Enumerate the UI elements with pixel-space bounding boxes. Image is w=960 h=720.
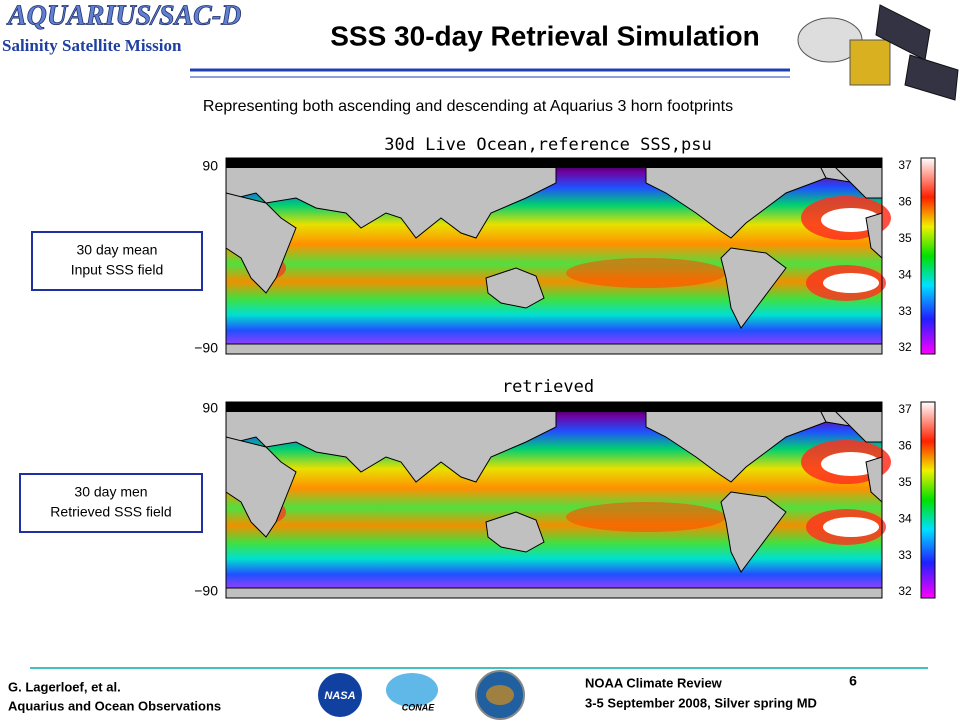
emblem-logo [475, 670, 525, 720]
colorbar [920, 401, 936, 599]
panel-title: 30d Live Ocean,reference SSS,psu [384, 135, 712, 155]
page-number: 6 [849, 673, 857, 689]
colorbar-tick-label: 35 [898, 475, 912, 489]
colorbar-tick-label: 32 [898, 340, 912, 354]
note-box [19, 473, 203, 533]
note: 30 day mean [77, 242, 158, 258]
note-box [31, 231, 203, 291]
colorbar-tick-label: 37 [898, 402, 912, 416]
lat-label: −90 [194, 583, 218, 599]
satellite [797, 4, 959, 101]
author: G. Lagerloef, et al. [8, 679, 121, 694]
colorbar-tick-label: 35 [898, 231, 912, 245]
title: SSS 30-day Retrieval Simulation [330, 20, 760, 51]
colorbar-tick-label: 33 [898, 304, 912, 318]
colorbar [920, 157, 936, 355]
note: 30 day men [74, 484, 147, 500]
logo-text: CONAE [402, 702, 435, 712]
colorbar-tick-label: 32 [898, 584, 912, 598]
panel-title: retrieved [502, 377, 594, 397]
lat-label: 90 [202, 400, 218, 416]
logo-text: NASA [324, 690, 355, 702]
subtitle: Representing both ascending and descendi… [203, 98, 733, 115]
colorbar-tick-label: 34 [898, 511, 912, 525]
talk: Aquarius and Ocean Observations [8, 698, 221, 713]
event: NOAA Climate Review [585, 675, 723, 690]
map-frame [225, 401, 883, 599]
date: 3-5 September 2008, Silver spring MD [585, 695, 817, 710]
colorbar-tick-label: 33 [898, 548, 912, 562]
colorbar-tick-label: 36 [898, 195, 912, 209]
lat-label: 90 [202, 158, 218, 174]
note: Retrieved SSS field [50, 504, 171, 520]
conae-logo: CONAE [386, 673, 438, 712]
nasa-logo: NASA [318, 673, 362, 717]
colorbar-tick-label: 36 [898, 439, 912, 453]
sss-map [225, 401, 892, 599]
colorbar-tick-label: 34 [898, 267, 912, 281]
mission: Salinity Satellite Mission [2, 36, 182, 55]
lat-label: −90 [194, 340, 218, 356]
logo: AQUARIUS/SAC-D [6, 0, 241, 31]
sss-map [225, 157, 892, 355]
note: Input SSS field [71, 262, 164, 278]
colorbar-tick-label: 37 [898, 158, 912, 172]
map-frame [225, 157, 883, 355]
